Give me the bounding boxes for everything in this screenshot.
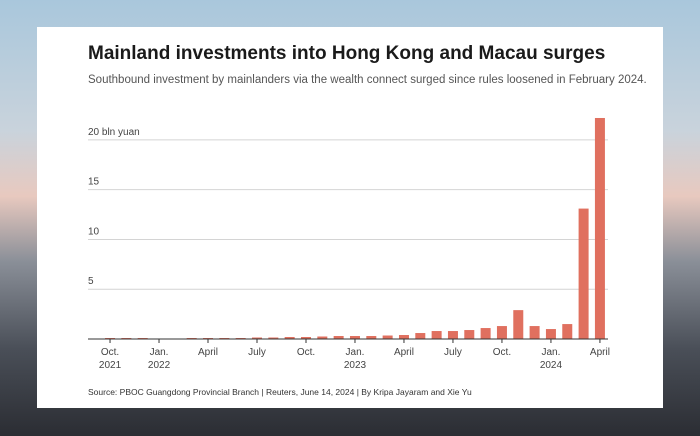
card <box>37 27 663 408</box>
bar <box>562 324 573 339</box>
x-tick-label: Oct. <box>297 347 315 358</box>
bar <box>529 326 540 339</box>
bar <box>284 337 295 339</box>
bar <box>513 310 524 339</box>
x-tick-label: Jan. 2023 <box>344 347 367 371</box>
x-tick-label: April <box>394 347 414 358</box>
bar <box>317 336 328 339</box>
x-tick-label: Jan. 2024 <box>540 347 563 371</box>
bar <box>268 337 279 339</box>
y-tick-label: 10 <box>88 226 100 237</box>
x-tick-label: Jan. 2022 <box>148 347 171 371</box>
bar <box>333 336 344 339</box>
y-tick-label: 20 bln yuan <box>88 127 140 138</box>
chart-title: Mainland investments into Hong Kong and … <box>88 43 605 64</box>
x-tick-label: Oct. 2021 <box>99 347 122 371</box>
bar <box>349 336 360 339</box>
bar <box>545 329 556 339</box>
x-tick-label: April <box>590 347 610 358</box>
x-tick-label: July <box>444 347 462 358</box>
x-tick-label: July <box>248 347 266 358</box>
bar <box>252 337 262 339</box>
bar <box>496 326 507 339</box>
y-tick-label: 15 <box>88 177 100 188</box>
plot: 5 10 15 20 bln yuan Oct. 2021 Jan. 2022 April Jul… <box>88 117 610 371</box>
bar <box>480 328 491 339</box>
bar <box>300 337 311 339</box>
bar <box>447 331 458 339</box>
x-tick-label: Oct. <box>493 347 511 358</box>
bar <box>415 333 426 339</box>
chart-subtitle: Southbound investment by mainlanders via… <box>88 74 647 86</box>
bar <box>464 330 475 339</box>
bar <box>594 117 605 339</box>
bar <box>398 335 409 339</box>
bar <box>431 331 442 339</box>
source: Source: PBOC Guangdong Provincial Branch… <box>88 387 472 397</box>
x-tick-label: April <box>198 347 218 358</box>
bar <box>366 336 377 339</box>
y-tick-label: 5 <box>88 276 94 287</box>
bar <box>382 335 393 339</box>
bar <box>578 208 589 339</box>
